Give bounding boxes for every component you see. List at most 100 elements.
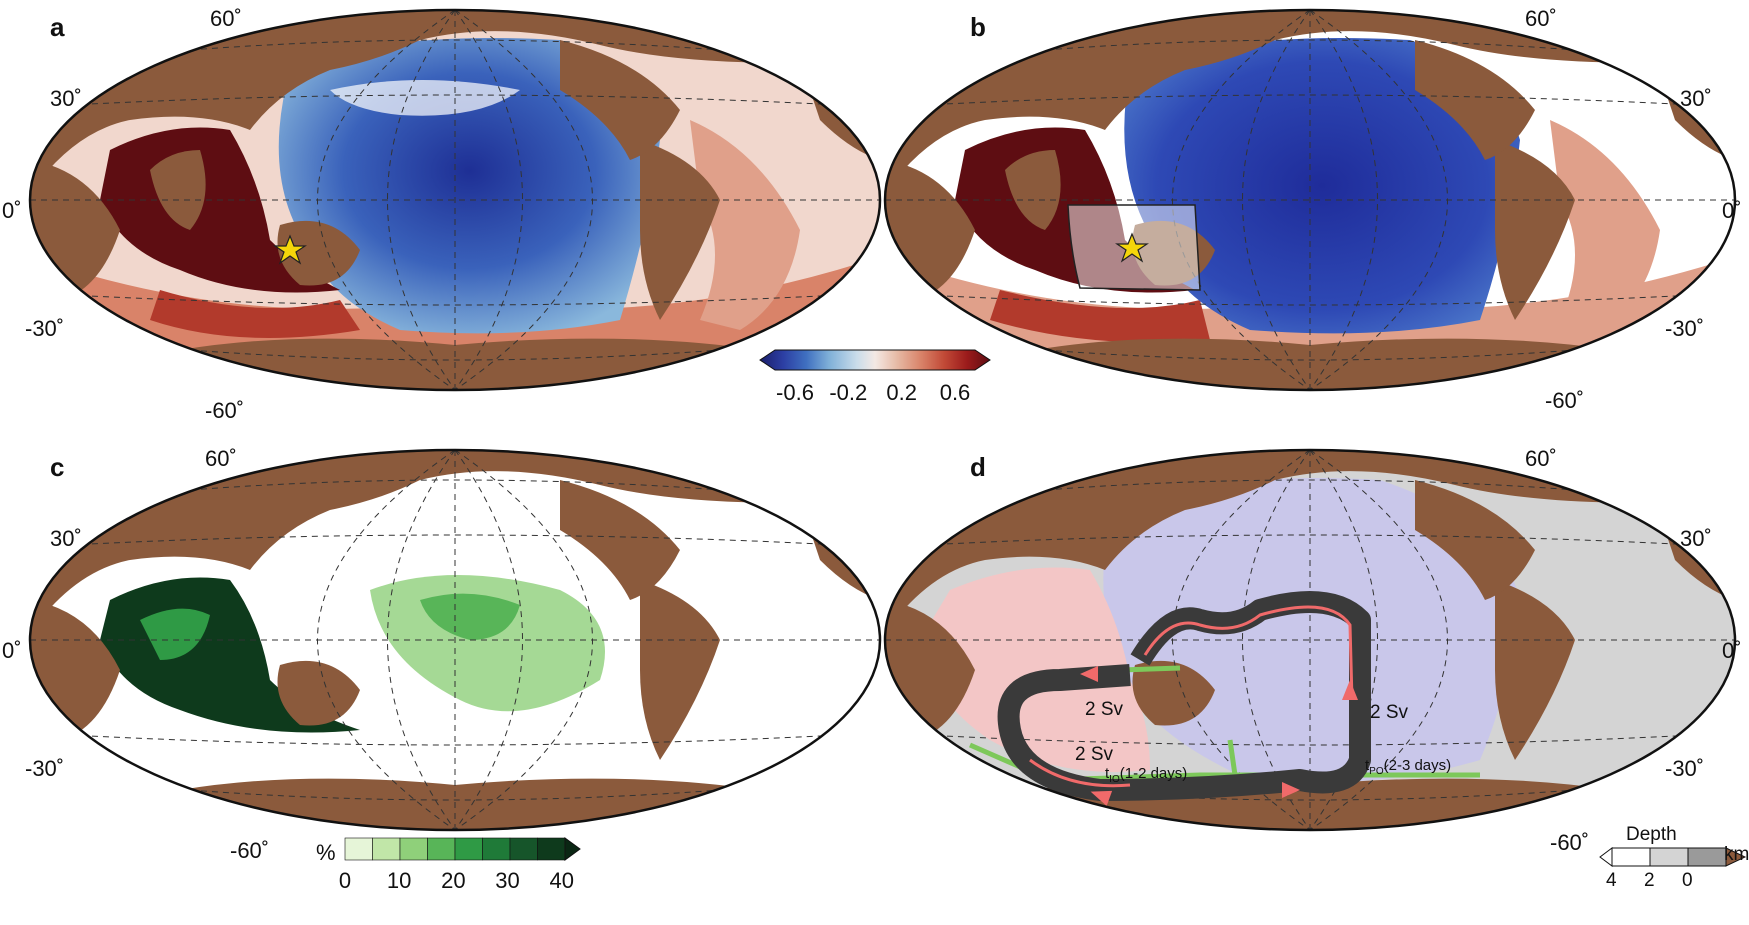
- star-icon: [273, 234, 307, 265]
- arrow-icon: [1090, 790, 1113, 806]
- colorbar-diverging-tick-label: 0.2: [886, 380, 917, 405]
- colorbar-diverging-tick-label: 0.6: [940, 380, 971, 405]
- colorbar-depth-extend-right: [1725, 847, 1747, 867]
- atlantic-anomaly: [690, 120, 800, 330]
- land-south-america-c: [640, 580, 720, 760]
- graticule-a: [30, 10, 880, 390]
- transport-label-io-upper: 2 Sv: [1085, 699, 1124, 720]
- land-south-america-b: [1495, 140, 1575, 320]
- colorbar-percent-bins: [344, 837, 566, 861]
- land-eurasia-b: [885, 10, 1735, 180]
- colorbar-depth-bin: [1649, 847, 1689, 867]
- colorbar-percent-bin: [372, 837, 401, 861]
- flow-line-south: [1029, 758, 1131, 788]
- lat-label-eq: 0˚: [2, 198, 22, 223]
- map-border-c: [28, 448, 882, 832]
- colorbar-percent-tick-label: 40: [549, 868, 573, 893]
- lat-label-n60: 60˚: [1525, 446, 1557, 471]
- arrow-icon: [1282, 782, 1300, 798]
- land-north-america-d: [1415, 480, 1535, 600]
- colorbar-percent-bin: [509, 837, 538, 861]
- panel-a: a 60˚ 30˚ 0˚ -30˚ -60˚: [2, 6, 882, 423]
- colorbar-percent-bin: [399, 837, 428, 861]
- lat-label-s60: -60˚: [1545, 388, 1584, 413]
- panel-d: d 60˚ 30˚ 0˚ -30˚ -60˚ 2 Sv 2 Sv 2 Sv tI…: [883, 446, 1742, 855]
- lat-label-s30: -30˚: [25, 316, 64, 341]
- graticule-b: [885, 10, 1735, 390]
- lat-label-s60: -60˚: [1550, 830, 1589, 855]
- transit-time-io: tIO(1-2 days): [1105, 765, 1187, 785]
- land-north-america-a: [560, 40, 680, 160]
- map-border-a: [28, 8, 882, 392]
- indian-percent-light: [140, 608, 210, 660]
- colorbar-depth-bin: [1611, 847, 1651, 867]
- pacific-anomaly: [278, 38, 660, 334]
- lat-label-n60: 60˚: [210, 6, 242, 31]
- land-india-b: [1005, 150, 1061, 230]
- southern-indian-anomaly: [150, 290, 360, 338]
- lat-label-n60: 60˚: [205, 446, 237, 471]
- colorbar-percent-bin: [537, 837, 566, 861]
- pacific-region: [1103, 478, 1520, 783]
- colorbar-depth-extend-left: [1599, 847, 1613, 867]
- colorbar-percent-bin: [344, 837, 373, 861]
- colorbar-diverging-ticks: -0.6 -0.2 0.2 0.6: [776, 380, 970, 405]
- lat-label-s30: -30˚: [1665, 756, 1704, 781]
- colorbar-percent-tick-label: 10: [387, 868, 411, 893]
- southern-indian-anomaly-b: [990, 290, 1210, 343]
- land-australia-a: [277, 220, 360, 286]
- map-border-b: [883, 8, 1737, 392]
- pacific-percent-core: [420, 593, 520, 640]
- lat-label-n30: 30˚: [50, 86, 82, 111]
- lat-label-s60: -60˚: [205, 398, 244, 423]
- panel-label-b: b: [970, 12, 986, 42]
- colorbar-percent-tick-label: 30: [495, 868, 519, 893]
- colorbar-percent-extend: [564, 837, 581, 861]
- colorbar-depth-tick: 2: [1644, 870, 1655, 891]
- colorbar-depth-title: Depth: [1626, 824, 1677, 845]
- panel-c: c 60˚ 30˚ 0˚ -30˚ -60˚: [2, 446, 882, 863]
- lat-label-n30: 30˚: [1680, 526, 1712, 551]
- pacific-anomaly-b: [1124, 38, 1520, 334]
- colorbar-diverging-tick-label: -0.6: [776, 380, 814, 405]
- colorbar-percent-unit: %: [316, 840, 336, 865]
- lat-label-s60: -60˚: [230, 838, 269, 863]
- panel-label-d: d: [970, 452, 986, 482]
- land-eurasia-c: [30, 450, 880, 620]
- lat-label-s30: -30˚: [25, 756, 64, 781]
- map-border-d: [883, 448, 1737, 832]
- land-australia-d: [1132, 660, 1215, 726]
- panel-label-c: c: [50, 452, 64, 482]
- colorbar-diverging-bar: [759, 349, 991, 371]
- star-icon: [1115, 232, 1149, 263]
- colorbar-depth: Depth km 4 2 0: [1599, 824, 1749, 891]
- colorbar-percent-bin: [427, 837, 456, 861]
- atlantic-anomaly-b: [1550, 120, 1660, 330]
- colorbar-depth-tick: 4: [1606, 870, 1617, 891]
- land-north-america-b: [1415, 40, 1535, 160]
- panel-b: b 60˚ 30˚ 0˚ -30˚ -60˚: [883, 6, 1742, 413]
- lat-label-eq: 0˚: [1722, 198, 1742, 223]
- lat-label-n60: 60˚: [1525, 6, 1557, 31]
- arrow-icon: [1080, 666, 1098, 682]
- colorbar-depth-tick: 0: [1682, 870, 1693, 891]
- colorbar-percent: % 0 10 20 30 40: [316, 837, 581, 893]
- colorbar-percent-bin: [482, 837, 511, 861]
- lat-label-n30: 30˚: [1680, 86, 1712, 111]
- graticule-d: [885, 450, 1735, 830]
- land-eurasia-a: [30, 10, 880, 180]
- land-south-america-d: [1495, 580, 1575, 760]
- land-eurasia-d: [885, 450, 1735, 620]
- colorbar-percent-tick-label: 20: [441, 868, 465, 893]
- section-line-indonesia: [1119, 665, 1181, 673]
- lat-label-eq: 0˚: [2, 638, 22, 663]
- indian-region: [920, 567, 1150, 772]
- transport-label-po: 2 Sv: [1370, 702, 1409, 723]
- colorbar-depth-bin: [1687, 847, 1727, 867]
- land-north-america-c: [560, 480, 680, 600]
- colorbar-diverging-tick-label: -0.2: [829, 380, 867, 405]
- circulation-pathway: [997, 591, 1371, 801]
- land-australia-c: [277, 660, 360, 726]
- colorbar-percent-tick-label: 0: [339, 868, 351, 893]
